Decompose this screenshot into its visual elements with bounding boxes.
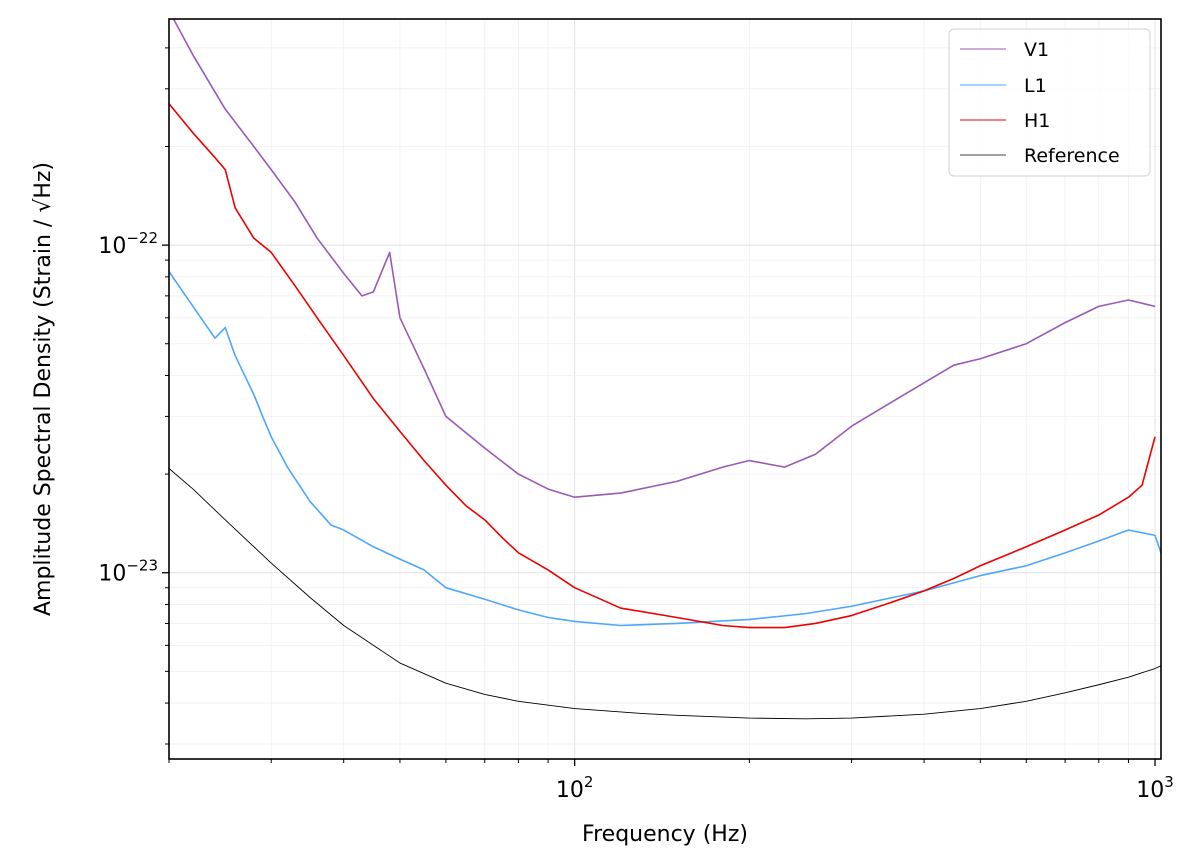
series-line-v1 — [172, 19, 1156, 499]
x-axis-label: Frequency (Hz) — [582, 822, 748, 847]
series-line-h1 — [169, 103, 1156, 629]
x-tick-label: 102 — [556, 773, 594, 803]
legend: V1 L1 H1 Reference — [948, 28, 1151, 177]
legend-label-reference: Reference — [1024, 145, 1120, 167]
legend-label-h1: H1 — [1024, 110, 1050, 132]
y-axis-label: Amplitude Spectral Density (Strain / √Hz… — [31, 162, 56, 616]
legend-label-l1: L1 — [1024, 75, 1047, 97]
series-group — [169, 19, 1161, 720]
y-tick-label: 10−22 — [98, 229, 158, 259]
legend-label-v1: V1 — [1024, 39, 1049, 61]
series-line-l1 — [169, 271, 1161, 627]
axis-ticks: 102 103 10−23 10−22 — [98, 47, 1174, 803]
y-tick-label: 10−23 — [98, 557, 158, 587]
legend-box — [948, 28, 1151, 177]
series-line-reference — [169, 468, 1161, 720]
x-tick-label: 103 — [1136, 773, 1174, 803]
plot-frame — [168, 18, 1162, 760]
